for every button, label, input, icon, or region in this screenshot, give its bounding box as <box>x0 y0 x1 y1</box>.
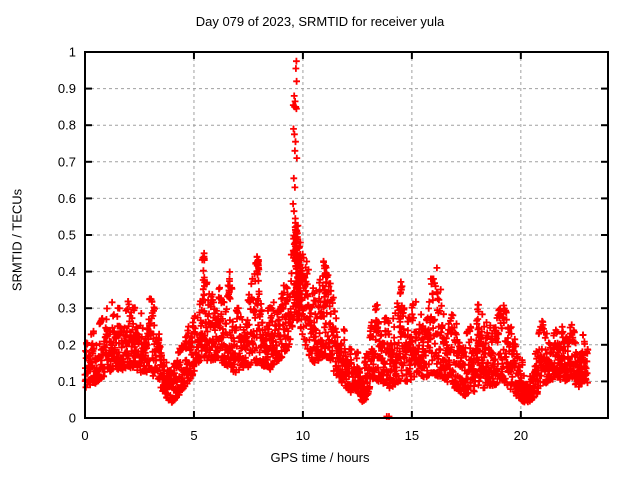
x-tick-label: 0 <box>81 428 88 443</box>
y-tick-label: 0.7 <box>58 154 76 169</box>
chart-title: Day 079 of 2023, SRMTID for receiver yul… <box>195 14 445 29</box>
y-tick-label: 0.6 <box>58 191 76 206</box>
scatter-series <box>81 57 592 420</box>
y-tick-label: 0.1 <box>58 374 76 389</box>
x-tick-label: 15 <box>405 428 419 443</box>
x-tick-label: 20 <box>514 428 528 443</box>
x-tick-label: 10 <box>296 428 310 443</box>
y-tick-label: 0.3 <box>58 301 76 316</box>
x-axis-label: GPS time / hours <box>270 450 370 465</box>
y-tick-label: 0 <box>69 411 76 426</box>
y-tick-label: 0.8 <box>58 118 76 133</box>
plot-border <box>84 51 609 419</box>
x-tick-label: 5 <box>190 428 197 443</box>
y-tick-label: 0.9 <box>58 81 76 96</box>
y-tick-label: 1 <box>69 45 76 60</box>
y-axis-label: SRMTID / TECUs <box>9 188 25 292</box>
y-tick-label: 0.4 <box>58 264 76 279</box>
y-tick-label: 0.2 <box>58 337 76 352</box>
y-tick-label: 0.5 <box>58 228 76 243</box>
